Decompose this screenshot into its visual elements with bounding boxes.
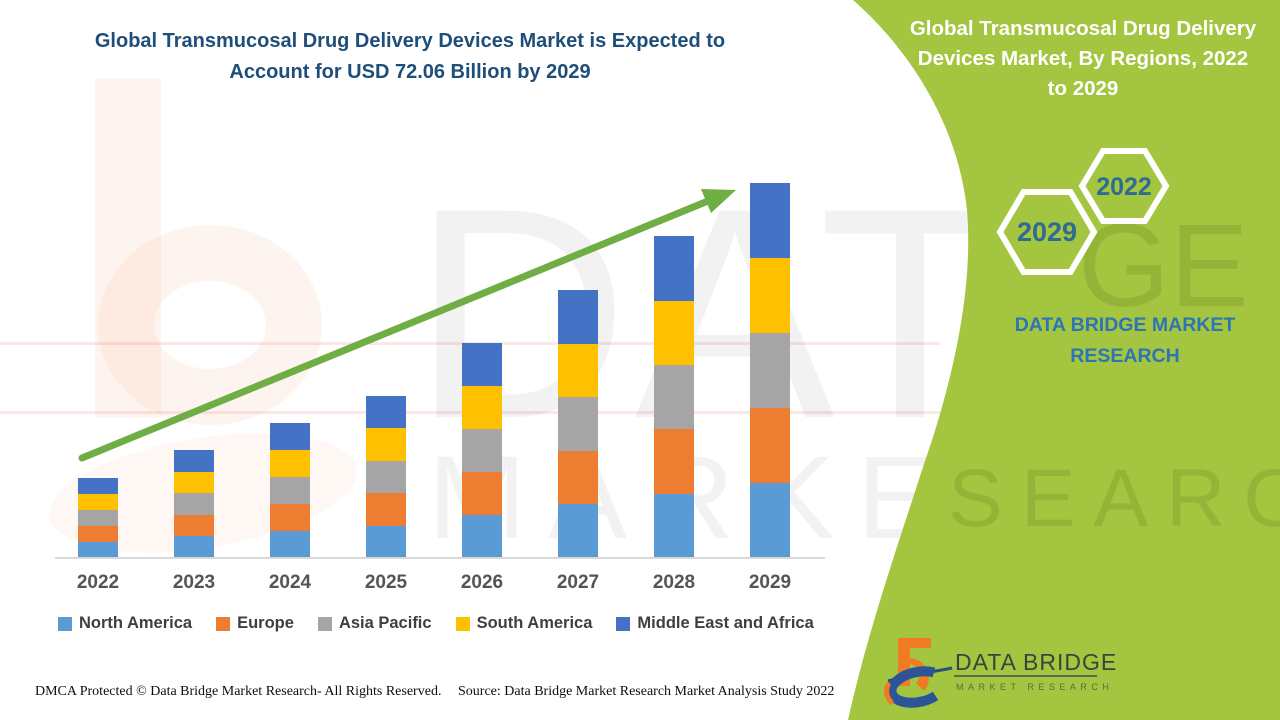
segment-2024-asia-pacific bbox=[270, 477, 310, 504]
segment-2022-europe bbox=[78, 525, 118, 542]
dmca-notice: DMCA Protected © Data Bridge Market Rese… bbox=[35, 684, 442, 699]
segment-2029-north-america bbox=[750, 483, 790, 558]
legend-swatch-icon bbox=[616, 616, 631, 631]
segment-2024-europe bbox=[270, 504, 310, 531]
x-axis-label-2026: 2026 bbox=[460, 572, 504, 593]
segment-2026-middle-east-and-africa bbox=[462, 343, 502, 387]
hexagon-2022-label: 2022 bbox=[1096, 173, 1152, 201]
dbmr-logo-b-icon bbox=[884, 638, 953, 708]
segment-2028-europe bbox=[654, 429, 694, 494]
hexagon-2022-badge bbox=[1078, 148, 1170, 224]
chart-title: Global Transmucosal Drug Delivery Device… bbox=[94, 30, 726, 83]
legend-item-middle-east-and-africa: Middle East and Africa bbox=[616, 614, 814, 633]
x-axis-line bbox=[55, 557, 825, 559]
segment-2023-north-america bbox=[174, 536, 214, 558]
dbmr-logo-rule bbox=[954, 675, 1097, 677]
segment-2023-europe bbox=[174, 514, 214, 537]
x-axis-label-2027: 2027 bbox=[556, 572, 600, 593]
source-note: Source: Data Bridge Market Research Mark… bbox=[458, 684, 835, 699]
segment-2027-north-america bbox=[558, 504, 598, 558]
x-axis-label-2022: 2022 bbox=[76, 572, 120, 593]
legend-label: South America bbox=[476, 614, 593, 632]
legend-label: Europe bbox=[237, 614, 294, 632]
x-axis-label-2024: 2024 bbox=[268, 572, 312, 593]
segment-2023-asia-pacific bbox=[174, 493, 214, 515]
legend-label: North America bbox=[79, 614, 193, 632]
legend-item-north-america: North America bbox=[58, 614, 192, 633]
legend-swatch-icon bbox=[317, 616, 332, 631]
segment-2029-europe bbox=[750, 408, 790, 483]
segment-2026-north-america bbox=[462, 515, 502, 558]
segment-2022-asia-pacific bbox=[78, 509, 118, 526]
segment-2024-south-america bbox=[270, 450, 310, 477]
segment-2027-middle-east-and-africa bbox=[558, 290, 598, 344]
legend-item-asia-pacific: Asia Pacific bbox=[317, 614, 432, 633]
bar-2022 bbox=[78, 477, 118, 558]
segment-2029-middle-east-and-africa bbox=[750, 183, 790, 258]
brand-wordmark: DATA BRIDGE MARKET RESEARCH bbox=[1014, 314, 1236, 367]
segment-2026-europe bbox=[462, 472, 502, 516]
chart-legend: North America Europe Asia Pacific South Ame… bbox=[58, 614, 828, 633]
legend-item-europe: Europe bbox=[216, 614, 294, 633]
x-axis-label-2029: 2029 bbox=[748, 572, 792, 593]
bar-2025 bbox=[366, 395, 406, 558]
bar-2024 bbox=[270, 423, 310, 558]
segment-2028-asia-pacific bbox=[654, 364, 694, 430]
segment-2029-south-america bbox=[750, 258, 790, 333]
legend-swatch-icon bbox=[58, 616, 72, 631]
segment-2027-europe bbox=[558, 450, 598, 505]
segment-2028-middle-east-and-africa bbox=[654, 236, 694, 301]
dbmr-logo: DATA BRIDGE MARKET RESEARCH bbox=[884, 638, 1117, 708]
dbmr-logo-sub: MARKET RESEARCH bbox=[956, 682, 1113, 692]
hexagon-2029-badge bbox=[996, 189, 1098, 275]
segment-2025-middle-east-and-africa bbox=[366, 395, 406, 429]
x-axis-label-2025: 2025 bbox=[364, 572, 408, 593]
watermark-green-fragment-bottom: SEARCH bbox=[948, 453, 1280, 544]
x-axis-label-2028: 2028 bbox=[652, 572, 696, 593]
bar-2028 bbox=[654, 236, 694, 558]
panel-title: Global Transmucosal Drug Delivery Device… bbox=[909, 17, 1257, 100]
segment-2028-south-america bbox=[654, 300, 694, 365]
legend-swatch-icon bbox=[455, 616, 470, 631]
legend-swatch-icon bbox=[216, 616, 231, 631]
x-axis-label-2023: 2023 bbox=[172, 572, 216, 593]
segment-2026-south-america bbox=[462, 386, 502, 430]
bar-2023 bbox=[174, 450, 214, 558]
legend-label: Asia Pacific bbox=[338, 614, 432, 632]
bar-2027 bbox=[558, 290, 598, 558]
segment-2022-south-america bbox=[78, 493, 118, 510]
bar-2029 bbox=[750, 183, 790, 558]
stacked-bar-chart bbox=[55, 0, 825, 558]
segment-2028-north-america bbox=[654, 493, 694, 558]
legend-item-south-america: South America bbox=[455, 614, 593, 633]
segment-2029-asia-pacific bbox=[750, 333, 790, 408]
bar-2026 bbox=[462, 343, 502, 558]
hexagon-2029-label: 2029 bbox=[1017, 217, 1077, 247]
segment-2022-north-america bbox=[78, 541, 118, 558]
segment-2022-middle-east-and-africa bbox=[78, 477, 118, 494]
segment-2024-middle-east-and-africa bbox=[270, 423, 310, 450]
segment-2025-north-america bbox=[366, 525, 406, 558]
segment-2025-south-america bbox=[366, 428, 406, 461]
segment-2027-asia-pacific bbox=[558, 397, 598, 451]
segment-2025-asia-pacific bbox=[366, 460, 406, 494]
segment-2026-asia-pacific bbox=[462, 429, 502, 473]
year-hexagons: 2029 2022 bbox=[996, 148, 1170, 275]
segment-2023-south-america bbox=[174, 471, 214, 494]
segment-2027-south-america bbox=[558, 343, 598, 398]
segment-2024-north-america bbox=[270, 531, 310, 558]
dbmr-logo-name: DATA BRIDGE bbox=[955, 649, 1117, 675]
segment-2025-europe bbox=[366, 493, 406, 526]
segment-2023-middle-east-and-africa bbox=[174, 450, 214, 472]
legend-label: Middle East and Africa bbox=[637, 614, 814, 632]
